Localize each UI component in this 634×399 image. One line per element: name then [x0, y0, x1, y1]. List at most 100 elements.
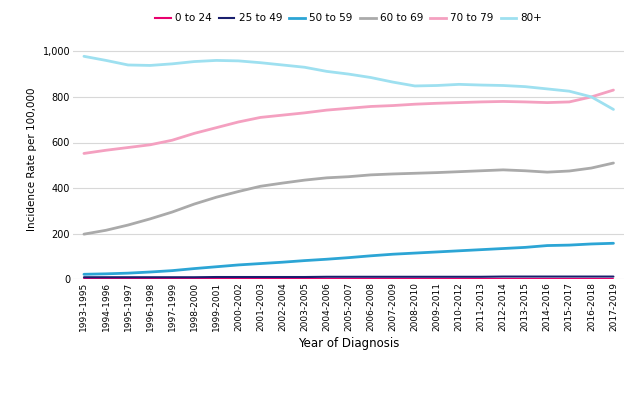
70 to 79: [610, 88, 618, 93]
70 to 79: [455, 100, 463, 105]
0 to 24: [279, 277, 287, 281]
50 to 59: [588, 241, 595, 246]
80+: [146, 63, 154, 68]
0 to 24: [212, 277, 220, 281]
25 to 49: [566, 274, 573, 279]
80+: [477, 83, 485, 87]
50 to 59: [146, 270, 154, 275]
50 to 59: [279, 260, 287, 265]
70 to 79: [433, 101, 441, 106]
70 to 79: [543, 100, 551, 105]
25 to 49: [500, 274, 507, 279]
50 to 59: [323, 257, 330, 262]
80+: [389, 80, 397, 85]
25 to 49: [433, 275, 441, 279]
25 to 49: [543, 274, 551, 279]
50 to 59: [411, 251, 418, 255]
25 to 49: [80, 275, 87, 280]
Line: 80+: 80+: [84, 56, 614, 109]
80+: [521, 84, 529, 89]
70 to 79: [190, 131, 198, 136]
25 to 49: [477, 275, 485, 279]
50 to 59: [235, 263, 242, 267]
25 to 49: [389, 275, 397, 279]
60 to 69: [455, 169, 463, 174]
25 to 49: [279, 275, 287, 279]
60 to 69: [610, 161, 618, 166]
60 to 69: [80, 232, 87, 237]
25 to 49: [610, 274, 618, 279]
80+: [323, 69, 330, 74]
50 to 59: [345, 255, 353, 260]
25 to 49: [235, 275, 242, 279]
80+: [345, 72, 353, 77]
70 to 79: [588, 95, 595, 99]
25 to 49: [212, 275, 220, 279]
60 to 69: [102, 228, 110, 233]
70 to 79: [146, 142, 154, 147]
0 to 24: [610, 277, 618, 281]
25 to 49: [190, 275, 198, 280]
70 to 79: [345, 106, 353, 111]
0 to 24: [345, 277, 353, 281]
60 to 69: [588, 166, 595, 170]
0 to 24: [433, 277, 441, 281]
60 to 69: [235, 189, 242, 194]
50 to 59: [610, 241, 618, 246]
25 to 49: [521, 274, 529, 279]
50 to 59: [257, 261, 264, 266]
50 to 59: [500, 246, 507, 251]
25 to 49: [102, 275, 110, 280]
0 to 24: [543, 277, 551, 281]
60 to 69: [169, 209, 176, 214]
0 to 24: [169, 277, 176, 281]
60 to 69: [411, 171, 418, 176]
Line: 70 to 79: 70 to 79: [84, 90, 614, 154]
70 to 79: [389, 103, 397, 108]
25 to 49: [124, 275, 132, 280]
0 to 24: [367, 277, 375, 281]
80+: [169, 61, 176, 66]
50 to 59: [566, 243, 573, 247]
50 to 59: [521, 245, 529, 250]
80+: [279, 63, 287, 67]
80+: [610, 107, 618, 112]
80+: [433, 83, 441, 88]
60 to 69: [345, 174, 353, 179]
50 to 59: [389, 252, 397, 257]
Line: 60 to 69: 60 to 69: [84, 163, 614, 234]
0 to 24: [477, 277, 485, 281]
60 to 69: [389, 172, 397, 176]
60 to 69: [212, 195, 220, 200]
0 to 24: [411, 277, 418, 281]
70 to 79: [500, 99, 507, 104]
80+: [212, 58, 220, 63]
50 to 59: [169, 268, 176, 273]
25 to 49: [367, 275, 375, 279]
70 to 79: [80, 151, 87, 156]
80+: [257, 60, 264, 65]
80+: [455, 82, 463, 87]
60 to 69: [124, 223, 132, 227]
50 to 59: [212, 265, 220, 269]
0 to 24: [235, 277, 242, 281]
80+: [124, 63, 132, 67]
0 to 24: [566, 277, 573, 281]
60 to 69: [433, 170, 441, 175]
0 to 24: [455, 277, 463, 281]
Y-axis label: Incidence Rate per 100,000: Incidence Rate per 100,000: [27, 88, 37, 231]
50 to 59: [367, 253, 375, 258]
70 to 79: [521, 99, 529, 104]
0 to 24: [500, 277, 507, 281]
0 to 24: [257, 277, 264, 281]
0 to 24: [389, 277, 397, 281]
70 to 79: [169, 138, 176, 142]
70 to 79: [477, 99, 485, 104]
25 to 49: [146, 275, 154, 280]
25 to 49: [257, 275, 264, 279]
80+: [235, 59, 242, 63]
70 to 79: [235, 120, 242, 124]
60 to 69: [500, 168, 507, 172]
60 to 69: [301, 178, 308, 182]
80+: [543, 87, 551, 91]
